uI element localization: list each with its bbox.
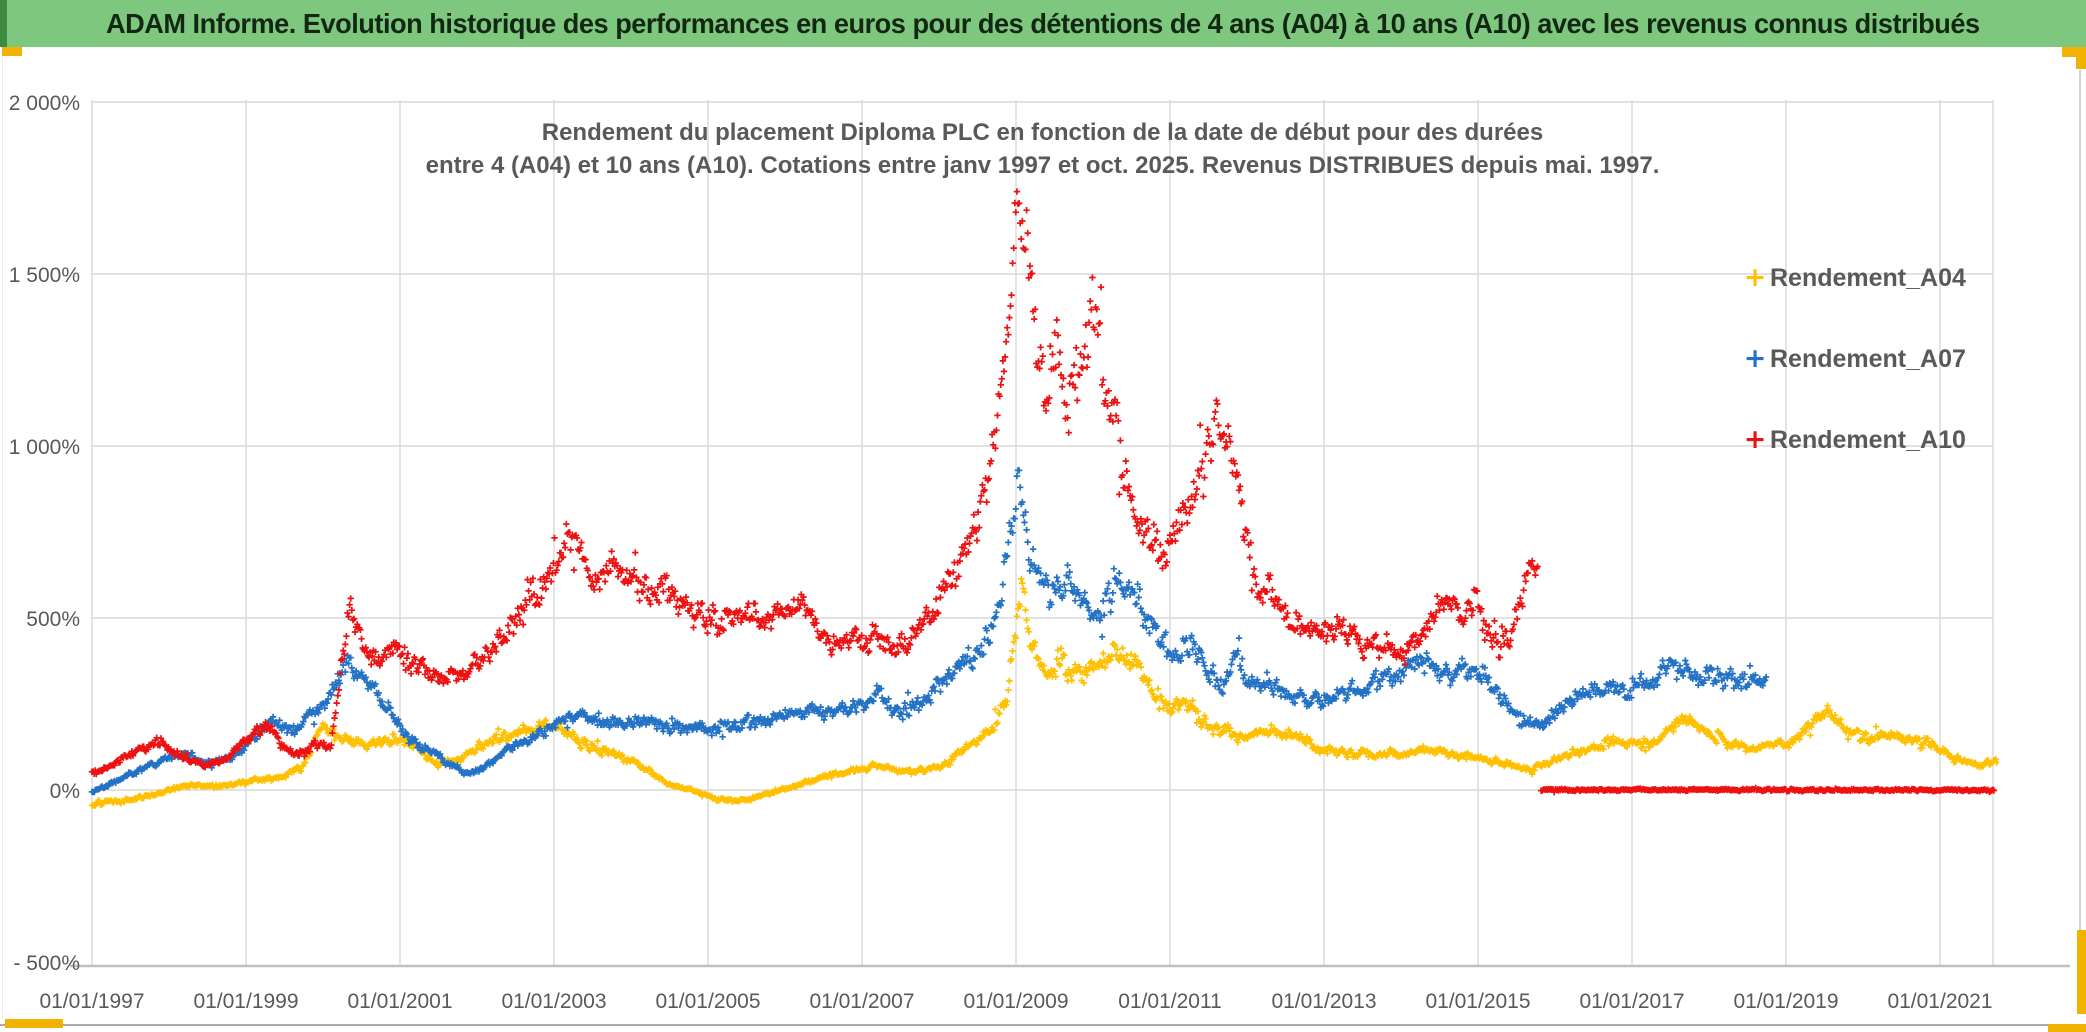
svg-text:01/01/2011: 01/01/2011	[1118, 990, 1222, 1013]
chart-title-line2: entre 4 (A04) et 10 ans (A10). Cotations…	[425, 152, 1660, 179]
banner-cell[interactable]: ADAM Informe. Evolution historique des p…	[0, 0, 2086, 47]
svg-text:01/01/2001: 01/01/2001	[347, 990, 452, 1013]
sheet-left-rule	[2, 56, 3, 1018]
legend-item-a07[interactable]: + Rendement_A07	[1742, 342, 1966, 376]
svg-text:01/01/2017: 01/01/2017	[1579, 990, 1684, 1013]
legend-item-a10[interactable]: + Rendement_A10	[1742, 423, 1966, 457]
legend-label: Rendement_A04	[1770, 263, 1966, 292]
svg-text:01/01/1999: 01/01/1999	[193, 990, 298, 1013]
svg-text:500%: 500%	[26, 608, 80, 631]
banner-left-edge	[0, 0, 7, 47]
legend-label: Rendement_A07	[1770, 344, 1966, 373]
range-handle-top-right-tab[interactable]	[2076, 47, 2086, 69]
svg-text:01/01/2003: 01/01/2003	[501, 990, 606, 1013]
svg-text:01/01/1997: 01/01/1997	[39, 990, 144, 1013]
plus-marker-icon: +	[1743, 424, 1767, 455]
svg-text:01/01/2019: 01/01/2019	[1733, 990, 1838, 1013]
chart-title: Rendement du placement Diploma PLC en fo…	[92, 116, 1993, 182]
svg-text:01/01/2005: 01/01/2005	[655, 990, 760, 1013]
svg-text:01/01/2009: 01/01/2009	[963, 990, 1068, 1013]
banner-title: ADAM Informe. Evolution historique des p…	[106, 7, 1980, 39]
range-handle-top-right[interactable]	[2062, 47, 2086, 57]
plus-marker-icon: +	[1743, 262, 1767, 293]
svg-text:2 000%: 2 000%	[9, 92, 80, 115]
range-handle-right-strip[interactable]	[2077, 930, 2086, 1014]
svg-text:01/01/2007: 01/01/2007	[809, 990, 914, 1013]
chart-object[interactable]: Rendement du placement Diploma PLC en fo…	[0, 56, 2086, 1018]
sheet-right-rule	[2079, 70, 2081, 1014]
legend-item-a04[interactable]: + Rendement_A04	[1742, 261, 1966, 295]
svg-text:01/01/2021: 01/01/2021	[1887, 990, 1992, 1013]
legend-label: Rendement_A10	[1770, 425, 1966, 454]
sheet-bottom-rule	[0, 1024, 2086, 1026]
scatter-plot: 2 000% 1 500% 1 000% 500% 0% - 500% 01/01/1997…	[9, 92, 2070, 1013]
svg-text:01/01/2015: 01/01/2015	[1425, 990, 1530, 1013]
svg-text:1 500%: 1 500%	[9, 264, 80, 287]
svg-text:- 500%: - 500%	[13, 952, 80, 975]
plus-marker-icon: +	[1743, 343, 1767, 374]
range-handle-top-left[interactable]	[2, 47, 22, 56]
svg-text:1 000%: 1 000%	[9, 436, 80, 459]
svg-text:01/01/2013: 01/01/2013	[1271, 990, 1376, 1013]
chart-title-line1: Rendement du placement Diploma PLC en fo…	[541, 119, 1544, 146]
range-handle-bottom-right[interactable]	[2048, 1024, 2086, 1032]
svg-text:0%: 0%	[50, 780, 80, 803]
range-handle-bottom-left[interactable]	[5, 1019, 63, 1028]
